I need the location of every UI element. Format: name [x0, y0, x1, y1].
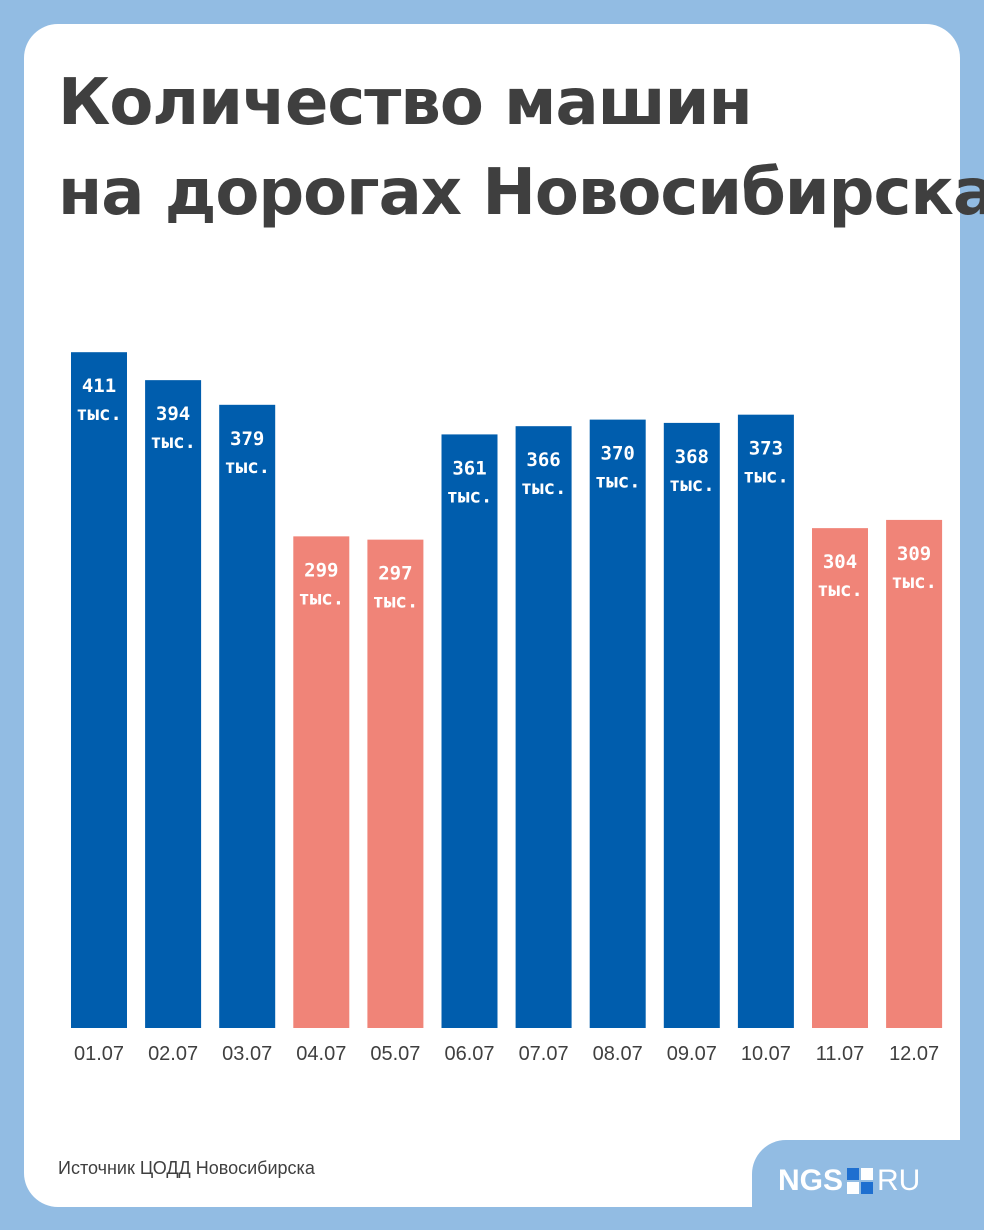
- bar-value-label: 411: [82, 375, 116, 397]
- bar-chart: 411 тыс. 01.07 394 тыс. 02.07 379 тыс. 03.07 299 т…: [71, 352, 943, 1065]
- x-tick-label: 10.07: [741, 1043, 791, 1065]
- bar-value-label: 366: [526, 449, 560, 471]
- ngs-logo[interactable]: NGS RU: [778, 1164, 920, 1198]
- bar-09.07: [663, 422, 720, 1029]
- x-tick-label: 01.07: [74, 1043, 124, 1065]
- ngs-square-icon: [847, 1168, 874, 1194]
- x-tick-label: 07.07: [519, 1043, 569, 1065]
- bar-unit-label: тыс.: [891, 571, 937, 593]
- x-tick-label: 12.07: [889, 1043, 939, 1065]
- page-title: Количество машин на дорогах Новосибирска: [58, 58, 984, 238]
- x-tick-label: 03.07: [222, 1043, 272, 1065]
- bar-03.07: [219, 404, 276, 1028]
- bar-07.07: [515, 426, 572, 1029]
- bar-unit-label: тыс.: [669, 474, 715, 496]
- bar-unit-label: тыс.: [76, 403, 122, 425]
- x-tick-label: 08.07: [593, 1043, 643, 1065]
- bar-unit-label: тыс.: [743, 466, 789, 488]
- x-tick-label: 09.07: [667, 1043, 717, 1065]
- x-tick-label: 05.07: [370, 1043, 420, 1065]
- title-line-1: Количество машин: [58, 66, 753, 140]
- title-line-2: на дорогах Новосибирска: [58, 156, 984, 230]
- x-tick-label: 11.07: [816, 1043, 865, 1065]
- bar-value-label: 394: [156, 403, 190, 425]
- bar-unit-label: тыс.: [150, 431, 196, 453]
- bar-value-label: 370: [601, 443, 635, 465]
- bar-12.07: [886, 519, 943, 1028]
- bar-unit-label: тыс.: [595, 471, 641, 493]
- x-tick-label: 06.07: [444, 1043, 494, 1065]
- bar-value-label: 299: [304, 559, 338, 581]
- bar-value-label: 373: [749, 438, 783, 460]
- bar-unit-label: тыс.: [447, 485, 493, 507]
- bar-unit-label: тыс.: [224, 456, 270, 478]
- bar-unit-label: тыс.: [298, 587, 344, 609]
- bar-value-label: 361: [452, 457, 486, 479]
- bar-value-label: 297: [378, 563, 412, 585]
- bar-unit-label: тыс.: [521, 477, 567, 499]
- logo-text-ru: RU: [877, 1164, 921, 1197]
- bar-01.07: [71, 352, 127, 1028]
- bar-06.07: [441, 434, 498, 1028]
- x-tick-label: 02.07: [148, 1043, 198, 1065]
- logo-text-ngs: NGS: [778, 1164, 844, 1197]
- bar-10.07: [737, 414, 794, 1028]
- bar-02.07: [145, 380, 202, 1028]
- bar-unit-label: тыс.: [817, 579, 863, 601]
- bar-value-label: 304: [823, 551, 857, 573]
- bar-04.07: [293, 536, 350, 1028]
- bar-05.07: [367, 539, 424, 1028]
- bar-value-label: 309: [897, 543, 931, 565]
- x-tick-label: 04.07: [296, 1043, 346, 1065]
- bar-unit-label: тыс.: [373, 591, 419, 613]
- bar-value-label: 379: [230, 428, 264, 450]
- bar-11.07: [812, 528, 868, 1028]
- source-note: Источник ЦОДД Новосибирска: [58, 1158, 315, 1178]
- bar-08.07: [589, 419, 646, 1028]
- bar-value-label: 368: [675, 446, 709, 468]
